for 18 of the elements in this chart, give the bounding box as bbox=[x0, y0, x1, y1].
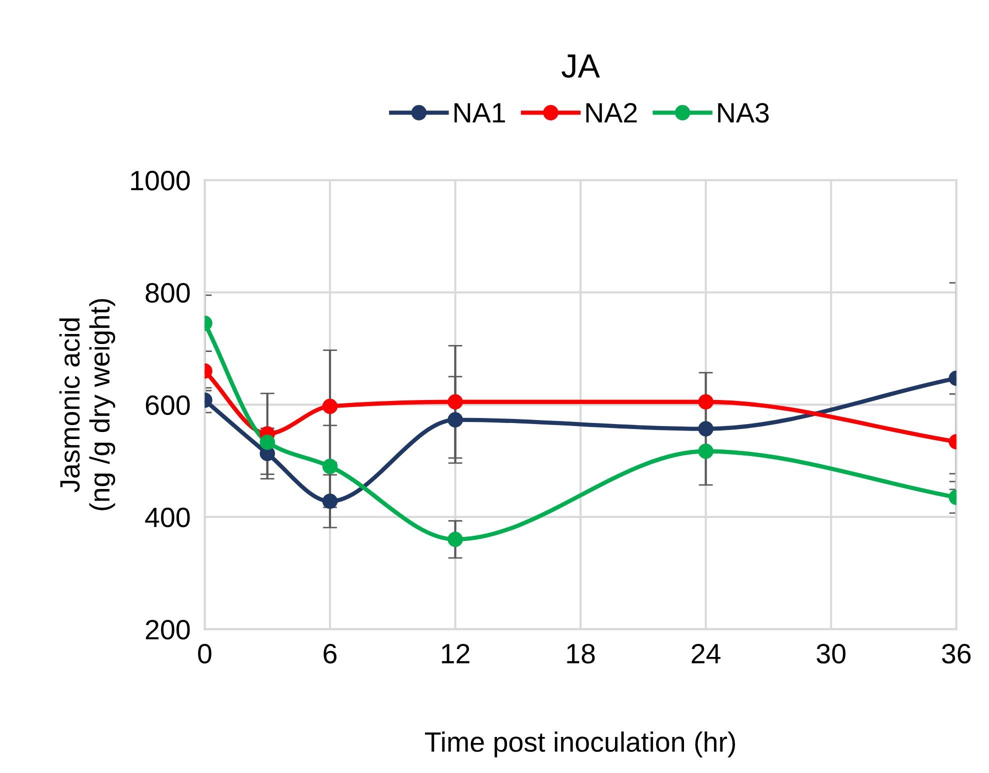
y-tick-label: 600 bbox=[146, 395, 190, 416]
x-tick-label: 24 bbox=[692, 644, 720, 664]
x-tick-label: 18 bbox=[567, 644, 595, 664]
x-tick-label: 30 bbox=[816, 644, 846, 664]
y-tick-label: 400 bbox=[145, 508, 190, 528]
legend-label: NA2 bbox=[586, 103, 637, 122]
x-tick-label: 0 bbox=[198, 644, 212, 664]
x-tick-label: 36 bbox=[942, 644, 971, 664]
y-tick-label: 800 bbox=[146, 283, 190, 303]
legend-label: NA1 bbox=[454, 103, 505, 122]
y-tick-label: 200 bbox=[146, 620, 190, 640]
x-tick-label: 6 bbox=[324, 644, 336, 664]
x-tick-label: 12 bbox=[442, 644, 470, 664]
y-axis-title: Jasmonic acid (ng /g dry weight) bbox=[59, 299, 116, 510]
legend-label: NA3 bbox=[718, 103, 769, 123]
chart-title: JA bbox=[562, 54, 600, 78]
x-axis-title: Time post inoculation (hr) bbox=[425, 732, 736, 758]
y-tick-label: 1000 bbox=[131, 170, 190, 190]
